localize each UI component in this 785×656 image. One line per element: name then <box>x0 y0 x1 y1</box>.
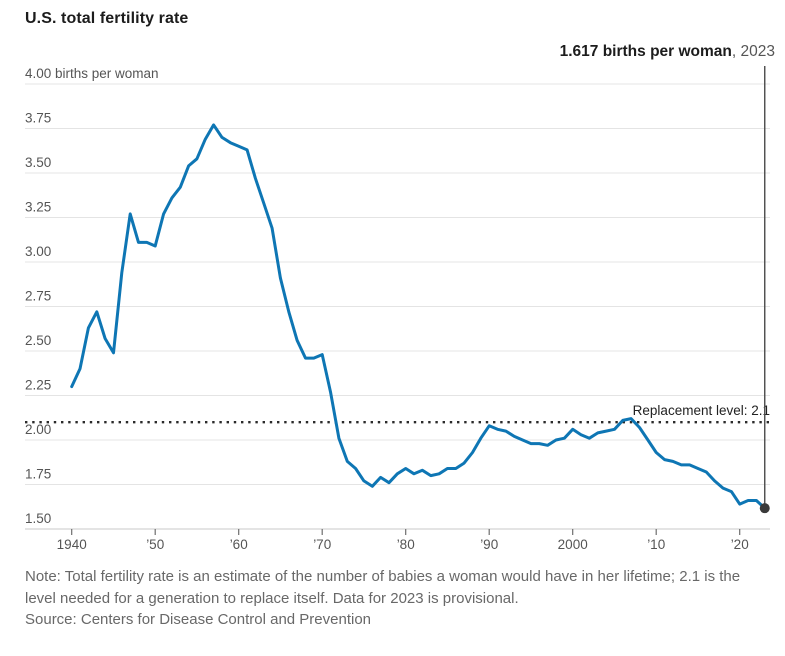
y-tick-label: 2.50 <box>25 333 51 348</box>
y-tick-label: 1.50 <box>25 511 51 526</box>
endpoint-marker <box>759 503 770 514</box>
fertility-rate-line <box>70 123 767 510</box>
fertility-line-chart: 4.00 births per woman 3.75 3.50 3.25 3.00 2.7… <box>25 66 772 552</box>
x-tick-label: ’10 <box>647 537 665 552</box>
endpoint-annotation: 1.617 births per woman, 2023 <box>560 43 775 61</box>
x-tick-label: ’60 <box>230 537 248 552</box>
endpoint-value-label: 1.617 births per woman <box>559 43 732 60</box>
y-tick-label: 3.50 <box>25 155 51 170</box>
y-tick-label: 3.00 <box>25 244 51 259</box>
chart-title: U.S. total fertility rate <box>25 10 189 27</box>
x-tick-label: 1940 <box>57 537 87 552</box>
note-text: Note: Total fertility rate is an estimat… <box>25 568 741 607</box>
x-tick-label: 2000 <box>558 537 588 552</box>
y-tick-label: 2.75 <box>25 289 51 304</box>
x-tick-label: ’90 <box>480 537 498 552</box>
chart-footer: Note: Total fertility rate is an estimat… <box>25 566 773 631</box>
y-tick-label: 2.25 <box>25 378 51 393</box>
replacement-level-label: Replacement level: 2.1 <box>633 403 770 418</box>
x-tick-label: ’50 <box>146 537 164 552</box>
y-tick-label: 3.25 <box>25 200 51 215</box>
y-tick-label: 3.75 <box>25 111 51 126</box>
source-text: Source: Centers for Disease Control and … <box>25 611 372 628</box>
x-tick-label: ’20 <box>731 537 749 552</box>
x-tick-label: ’70 <box>313 537 331 552</box>
y-tick-label: 4.00 births per woman <box>25 66 159 81</box>
endpoint-year-label: , 2023 <box>731 43 775 60</box>
y-tick-label: 2.00 <box>25 422 51 437</box>
y-tick-label: 1.75 <box>25 467 51 482</box>
x-tick-label: ’80 <box>397 537 415 552</box>
